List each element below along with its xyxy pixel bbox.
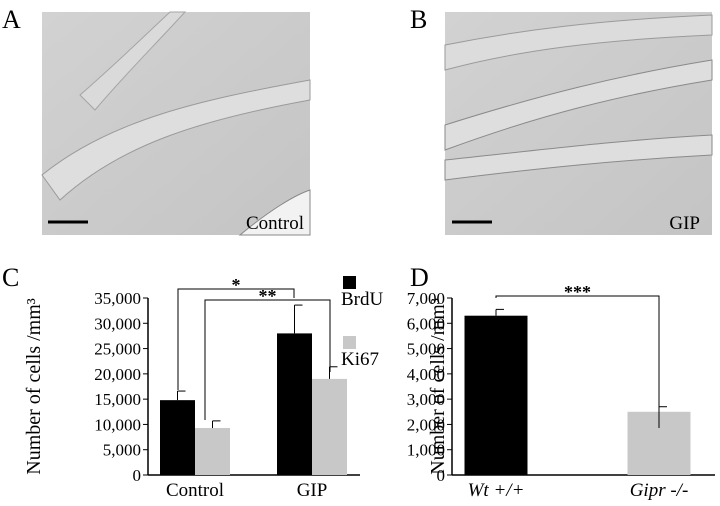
legend-swatch: [343, 336, 356, 349]
bar: [312, 378, 347, 475]
bar: [195, 427, 230, 475]
panel-label: D: [410, 263, 429, 292]
y-tick-label: 1,000: [407, 441, 445, 460]
panel-label: A: [2, 5, 21, 34]
significance-label: **: [259, 286, 277, 306]
x-tick-label: Gipr -/-: [630, 480, 689, 501]
y-tick-label: 4,000: [407, 365, 445, 384]
y-tick-label: 7,000: [407, 289, 445, 308]
y-tick-label: 3,000: [407, 390, 445, 409]
y-tick-label: 25,000: [94, 340, 141, 359]
significance-bracket: [177, 288, 295, 390]
bar: [160, 400, 195, 475]
y-tick-label: 35,000: [94, 289, 141, 308]
y-tick-label: 0: [437, 466, 446, 485]
y-tick-label: 5,000: [103, 441, 141, 460]
micrograph: [41, 11, 311, 236]
bar: [277, 333, 312, 475]
y-tick-label: 2,000: [407, 415, 445, 434]
bar: [464, 315, 528, 475]
image-caption: Control: [246, 213, 304, 234]
panel-label: C: [2, 263, 19, 292]
micrograph: [444, 12, 713, 235]
y-tick-label: 30,000: [94, 314, 141, 333]
x-tick-label: GIP: [297, 480, 328, 501]
x-tick-label: Wt +/+: [468, 480, 525, 501]
significance-label: *: [232, 275, 241, 295]
y-tick-label: 10,000: [94, 415, 141, 434]
legend-label: BrdU: [341, 289, 384, 310]
significance-bracket: [495, 295, 660, 428]
y-tick-label: 20,000: [94, 365, 141, 384]
image-caption: GIP: [669, 213, 700, 234]
significance-label: ***: [564, 282, 591, 302]
y-tick-label: 5,000: [407, 340, 445, 359]
y-tick-label: 6,000: [407, 314, 445, 333]
x-tick-label: Control: [166, 480, 224, 501]
significance-bracket: [204, 299, 331, 420]
y-axis-label: Number of cells /mm³: [23, 298, 45, 475]
panel-label: B: [410, 5, 427, 34]
y-axis-label: Number of cells /mm³: [427, 298, 449, 475]
y-tick-label: 0: [133, 466, 142, 485]
y-tick-label: 15,000: [94, 390, 141, 409]
legend-swatch: [343, 276, 356, 289]
legend-label: Ki67: [341, 349, 379, 370]
